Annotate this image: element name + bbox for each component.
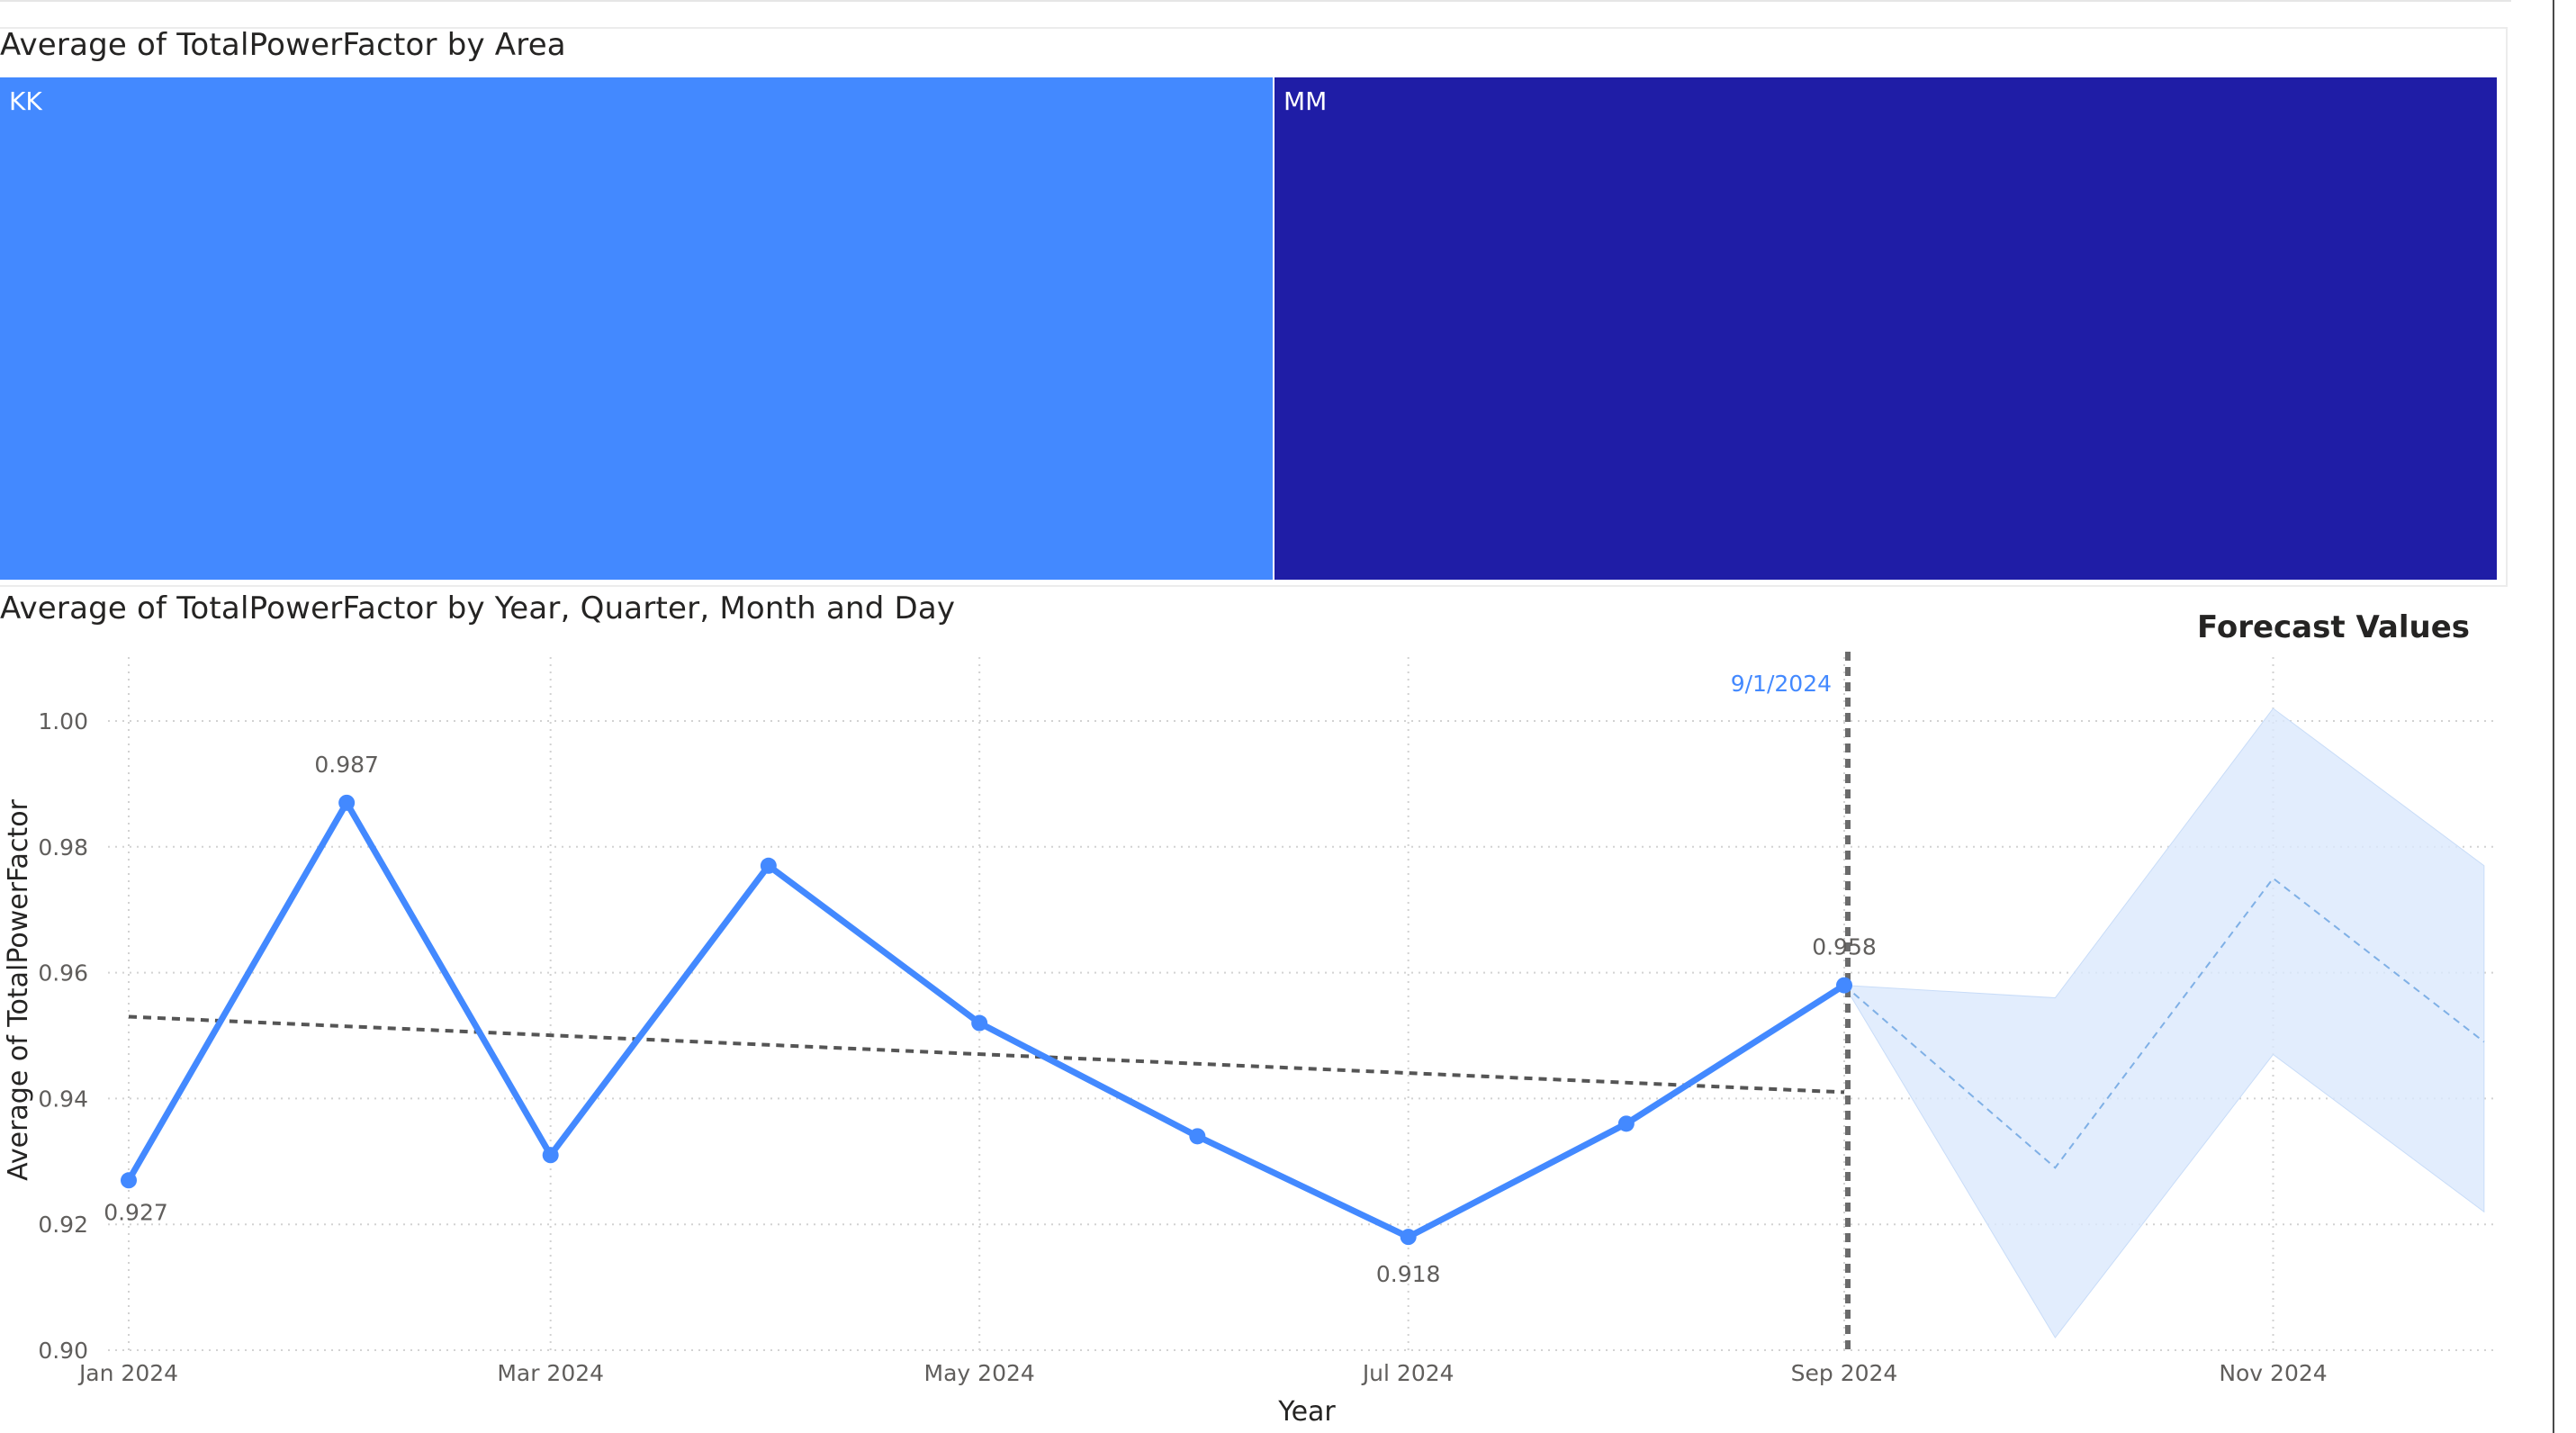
data-point[interactable] xyxy=(542,1147,559,1164)
data-label: 0.987 xyxy=(314,752,379,778)
y-tick-label: 0.92 xyxy=(38,1212,88,1238)
data-point[interactable] xyxy=(1189,1128,1206,1145)
treemap-tile-kk[interactable] xyxy=(0,77,1273,580)
reference-line-label: 9/1/2024 xyxy=(1731,671,1832,697)
y-tick-label: 1.00 xyxy=(38,708,88,735)
data-point[interactable] xyxy=(971,1014,988,1032)
treemap-tile-mm[interactable] xyxy=(1274,77,2497,580)
x-tick-label: Sep 2024 xyxy=(1791,1360,1898,1386)
data-point[interactable] xyxy=(1617,1115,1635,1132)
line-chart-title: Average of TotalPowerFactor by Year, Qua… xyxy=(0,590,956,626)
right-scrollbar-edge xyxy=(2553,0,2554,1433)
forecast-label: Forecast Values xyxy=(2197,609,2470,645)
y-tick-label: 0.94 xyxy=(38,1086,88,1112)
top-divider xyxy=(0,0,2511,2)
data-label: 0.918 xyxy=(1376,1261,1441,1287)
data-point[interactable] xyxy=(1400,1229,1417,1246)
y-tick-label: 0.96 xyxy=(38,960,88,987)
treemap-tile-label: MM xyxy=(1283,86,1327,116)
x-tick-label: Jan 2024 xyxy=(77,1360,178,1386)
data-labels: 0.927 0.987 0.918 0.958 xyxy=(104,752,1877,1287)
forecast-band xyxy=(1843,707,2485,1338)
x-tick-label: Mar 2024 xyxy=(497,1360,604,1386)
reference-line: 9/1/2024 xyxy=(1731,652,1851,1350)
x-axis-label: Year xyxy=(1277,1396,1336,1428)
data-point[interactable] xyxy=(121,1172,137,1189)
data-point[interactable] xyxy=(1836,977,1852,994)
y-tick-label: 0.90 xyxy=(38,1338,88,1364)
x-tick-label: May 2024 xyxy=(924,1360,1035,1386)
data-point[interactable] xyxy=(760,857,777,874)
x-tick-label: Jul 2024 xyxy=(1361,1360,1455,1386)
trend-line-path xyxy=(128,1014,1845,1095)
data-label: 0.927 xyxy=(104,1199,168,1225)
y-axis-label: Average of TotalPowerFactor xyxy=(3,798,34,1180)
treemap[interactable]: KK MM xyxy=(0,77,2497,580)
treemap-title: Average of TotalPowerFactor by Area xyxy=(0,27,566,63)
x-tick-label: Nov 2024 xyxy=(2219,1360,2327,1386)
forecast-line xyxy=(1843,877,2485,1169)
data-point[interactable] xyxy=(338,794,356,811)
series-line[interactable] xyxy=(121,794,1852,1246)
treemap-visual[interactable] xyxy=(0,27,2508,587)
data-label: 0.958 xyxy=(1812,934,1877,960)
axis-ticks: 0.90 0.92 0.94 0.96 0.98 1.00 Jan 2024 Mar 2024… xyxy=(38,708,2327,1386)
treemap-tile-label: KK xyxy=(9,86,42,116)
trend-line xyxy=(128,1014,1845,1095)
y-tick-label: 0.98 xyxy=(38,834,88,861)
